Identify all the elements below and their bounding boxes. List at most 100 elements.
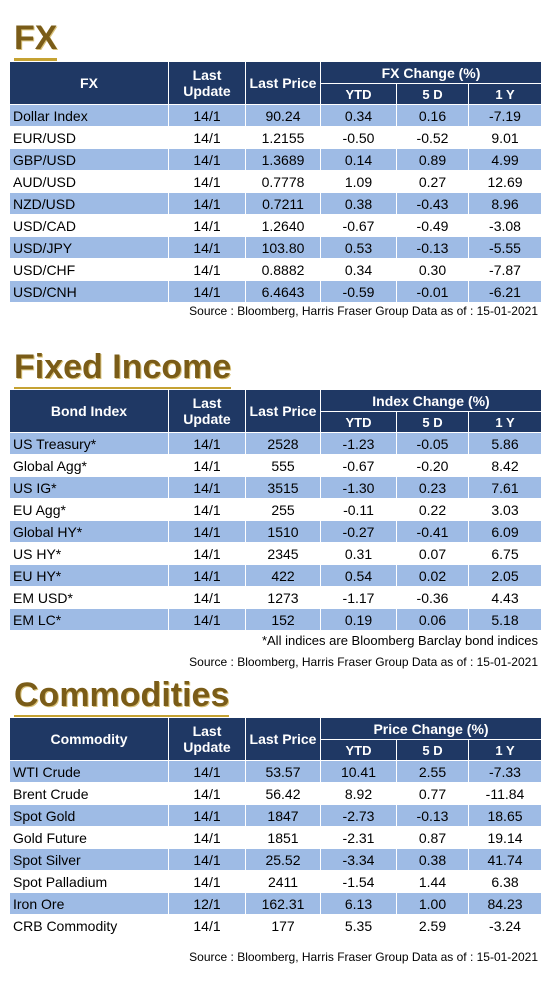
cell-y1: 8.42 xyxy=(467,454,543,477)
cell-y1: 2.05 xyxy=(467,564,543,587)
col-header-name: FX xyxy=(9,61,169,105)
cell-y1: 3.03 xyxy=(467,498,543,521)
col-header-5d: 5 D xyxy=(396,739,469,761)
cell-update: 14/1 xyxy=(168,848,246,871)
cell-d5: 0.16 xyxy=(396,104,469,127)
cell-price: 2345 xyxy=(245,542,321,565)
col-header-name: Bond Index xyxy=(9,389,169,433)
cell-d5: -0.52 xyxy=(396,126,469,149)
commodities-source-note: Source : Bloomberg, Harris Fraser Group … xyxy=(189,950,538,964)
cell-update: 14/1 xyxy=(168,192,246,215)
cell-name: USD/CNH xyxy=(9,280,169,303)
cell-d5: -0.41 xyxy=(396,520,469,543)
cell-update: 14/1 xyxy=(168,914,246,937)
col-header-ytd: YTD xyxy=(320,739,397,761)
cell-update: 12/1 xyxy=(168,892,246,915)
cell-d5: 0.38 xyxy=(396,848,469,871)
cell-name: Gold Future xyxy=(9,826,169,849)
col-header-5d: 5 D xyxy=(396,411,469,433)
cell-update: 14/1 xyxy=(168,476,246,499)
cell-name: US HY* xyxy=(9,542,169,565)
cell-d5: -0.43 xyxy=(396,192,469,215)
table-row: Global HY* 14/1 1510 -0.27 -0.41 6.09 xyxy=(9,520,543,543)
cell-price: 152 xyxy=(245,608,321,631)
cell-ytd: -0.67 xyxy=(320,454,397,477)
cell-update: 14/1 xyxy=(168,542,246,565)
cell-update: 14/1 xyxy=(168,126,246,149)
table-row: EU HY* 14/1 422 0.54 0.02 2.05 xyxy=(9,564,543,587)
cell-ytd: 8.92 xyxy=(320,782,397,805)
col-header-1y: 1 Y xyxy=(467,739,543,761)
col-header-5d: 5 D xyxy=(396,83,469,105)
cell-name: Global HY* xyxy=(9,520,169,543)
cell-ytd: 1.09 xyxy=(320,170,397,193)
cell-name: EU HY* xyxy=(9,564,169,587)
cell-price: 0.7778 xyxy=(245,170,321,193)
fx-source-note: Source : Bloomberg, Harris Fraser Group … xyxy=(189,304,538,318)
cell-ytd: 10.41 xyxy=(320,760,397,783)
cell-price: 1.2155 xyxy=(245,126,321,149)
cell-d5: -0.05 xyxy=(396,432,469,455)
cell-ytd: 0.34 xyxy=(320,104,397,127)
cell-price: 422 xyxy=(245,564,321,587)
cell-price: 1847 xyxy=(245,804,321,827)
cell-y1: -5.55 xyxy=(467,236,543,259)
cell-ytd: -2.73 xyxy=(320,804,397,827)
commodities-table: Commodity Last Update Last Price Price C… xyxy=(9,717,543,937)
cell-update: 14/1 xyxy=(168,280,246,303)
cell-price: 2411 xyxy=(245,870,321,893)
cell-update: 14/1 xyxy=(168,258,246,281)
cell-d5: 0.22 xyxy=(396,498,469,521)
table-row: Spot Gold 14/1 1847 -2.73 -0.13 18.65 xyxy=(9,804,543,827)
cell-ytd: 6.13 xyxy=(320,892,397,915)
cell-name: EUR/USD xyxy=(9,126,169,149)
cell-y1: 19.14 xyxy=(467,826,543,849)
col-header-ytd: YTD xyxy=(320,83,397,105)
cell-ytd: -1.30 xyxy=(320,476,397,499)
cell-d5: 0.30 xyxy=(396,258,469,281)
cell-name: Iron Ore xyxy=(9,892,169,915)
cell-ytd: -1.17 xyxy=(320,586,397,609)
table-row: Spot Palladium 14/1 2411 -1.54 1.44 6.38 xyxy=(9,870,543,893)
cell-d5: 0.02 xyxy=(396,564,469,587)
cell-name: Global Agg* xyxy=(9,454,169,477)
cell-ytd: -0.67 xyxy=(320,214,397,237)
col-header-last-price: Last Price xyxy=(245,389,321,433)
cell-price: 1273 xyxy=(245,586,321,609)
cell-name: Dollar Index xyxy=(9,104,169,127)
cell-update: 14/1 xyxy=(168,608,246,631)
cell-update: 14/1 xyxy=(168,870,246,893)
table-row: US IG* 14/1 3515 -1.30 0.23 7.61 xyxy=(9,476,543,499)
cell-ytd: 0.19 xyxy=(320,608,397,631)
cell-y1: 12.69 xyxy=(467,170,543,193)
cell-name: Brent Crude xyxy=(9,782,169,805)
cell-y1: -7.33 xyxy=(467,760,543,783)
table-row: GBP/USD 14/1 1.3689 0.14 0.89 4.99 xyxy=(9,148,543,171)
table-row: USD/JPY 14/1 103.80 0.53 -0.13 -5.55 xyxy=(9,236,543,259)
cell-update: 14/1 xyxy=(168,236,246,259)
cell-price: 25.52 xyxy=(245,848,321,871)
cell-d5: -0.20 xyxy=(396,454,469,477)
cell-name: US IG* xyxy=(9,476,169,499)
cell-name: USD/JPY xyxy=(9,236,169,259)
fixed-income-table: Bond Index Last Update Last Price Index … xyxy=(9,389,543,631)
cell-y1: -7.87 xyxy=(467,258,543,281)
cell-y1: 41.74 xyxy=(467,848,543,871)
cell-y1: -3.24 xyxy=(467,914,543,937)
cell-ytd: -3.34 xyxy=(320,848,397,871)
commodities-section-title: Commodities xyxy=(14,675,230,719)
fixed-income-source-note: Source : Bloomberg, Harris Fraser Group … xyxy=(189,655,538,669)
col-header-change-group: Price Change (%) xyxy=(319,717,543,740)
cell-d5: 0.27 xyxy=(396,170,469,193)
cell-y1: 5.18 xyxy=(467,608,543,631)
cell-update: 14/1 xyxy=(168,782,246,805)
cell-update: 14/1 xyxy=(168,432,246,455)
cell-ytd: 0.38 xyxy=(320,192,397,215)
cell-d5: -0.49 xyxy=(396,214,469,237)
cell-d5: 2.55 xyxy=(396,760,469,783)
table-row: Gold Future 14/1 1851 -2.31 0.87 19.14 xyxy=(9,826,543,849)
cell-name: EM LC* xyxy=(9,608,169,631)
cell-d5: 0.06 xyxy=(396,608,469,631)
cell-y1: -6.21 xyxy=(467,280,543,303)
col-header-last-price: Last Price xyxy=(245,61,321,105)
